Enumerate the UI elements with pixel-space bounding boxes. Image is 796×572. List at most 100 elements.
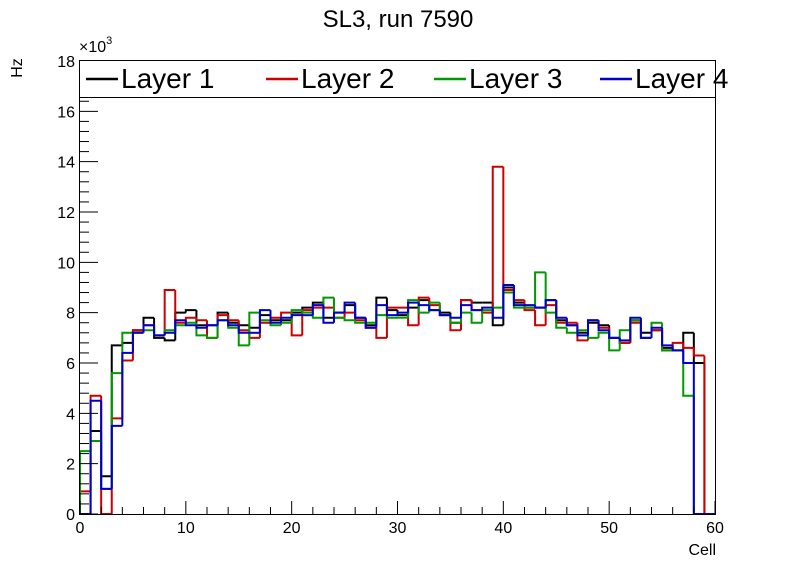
bin-4-21 — [290, 314, 303, 318]
bin-3-18 — [258, 312, 271, 322]
bin-2-41 — [502, 166, 514, 292]
bin-1-10 — [174, 311, 186, 341]
bin-2-10 — [174, 290, 186, 324]
bin-3-20 — [280, 321, 292, 326]
bin-2-2 — [89, 394, 102, 492]
bin-4-30 — [385, 305, 398, 317]
bin-4-20 — [280, 316, 292, 323]
bin-2-55 — [650, 329, 663, 338]
bin-2-3 — [100, 395, 112, 515]
bin-4-33 — [417, 302, 430, 307]
bin-4-59 — [692, 363, 705, 515]
y-axis-multiplier-exponent: 3 — [106, 35, 112, 47]
bin-3-36 — [449, 315, 461, 324]
y-axis-multiplier-base: ×10 — [79, 39, 106, 56]
bin-4-54 — [639, 317, 652, 339]
y-tick-label: 16 — [57, 104, 75, 121]
bin-2-32 — [407, 307, 419, 327]
bin-1-15 — [227, 312, 239, 324]
bin-1-49 — [587, 321, 599, 333]
bin-1-24 — [322, 302, 334, 319]
bin-4-31 — [396, 311, 409, 316]
bin-2-8 — [153, 325, 165, 337]
bin-3-50 — [597, 331, 610, 338]
bin-2-27 — [354, 312, 366, 322]
bin-2-53 — [629, 321, 641, 343]
bin-4-19 — [269, 310, 282, 324]
x-tick-label: 20 — [283, 520, 301, 537]
bin-4-4 — [110, 424, 123, 489]
bin-2-38 — [470, 300, 483, 312]
bin-4-12 — [195, 325, 207, 329]
x-tick-label: 60 — [706, 520, 724, 537]
bin-1-51 — [608, 325, 620, 339]
bin-1-17 — [248, 325, 260, 329]
bin-4-14 — [216, 319, 229, 326]
bin-2-1 — [79, 490, 91, 514]
bin-4-28 — [364, 317, 377, 329]
bin-2-43 — [523, 300, 536, 312]
bin-4-45 — [544, 299, 557, 308]
bin-2-44 — [534, 310, 546, 327]
bin-1-59 — [692, 332, 705, 364]
bin-4-38 — [470, 305, 483, 312]
legend-label-1: Layer 1 — [121, 63, 214, 94]
bin-3-17 — [248, 311, 260, 346]
bin-1-18 — [258, 314, 271, 328]
bin-2-60 — [703, 355, 715, 515]
bin-2-30 — [385, 306, 398, 338]
bin-3-27 — [354, 320, 366, 324]
bin-3-14 — [216, 319, 229, 338]
x-tick-label: 10 — [177, 520, 195, 537]
bin-3-40 — [491, 306, 504, 311]
bin-2-35 — [438, 305, 451, 317]
bin-1-9 — [163, 337, 176, 342]
x-tick-label: 0 — [76, 520, 85, 537]
bin-4-46 — [555, 300, 567, 319]
bin-3-45 — [544, 272, 557, 314]
plot-frame — [79, 60, 716, 515]
bin-4-32 — [407, 301, 419, 313]
bin-4-48 — [576, 325, 588, 337]
bin-2-40 — [491, 165, 504, 313]
bin-4-26 — [343, 301, 356, 313]
bin-2-4 — [110, 417, 123, 514]
bin-4-3 — [100, 400, 112, 490]
bin-1-7 — [142, 316, 155, 331]
y-axis-multiplier: ×103 — [79, 35, 112, 56]
y-axis-label: Hz — [9, 58, 26, 78]
bin-4-6 — [131, 331, 144, 353]
x-tick-label: 30 — [389, 520, 407, 537]
bin-1-11 — [184, 309, 197, 313]
bin-2-57 — [671, 341, 684, 351]
bin-3-47 — [565, 327, 578, 334]
bin-4-7 — [142, 324, 155, 333]
bin-1-45 — [544, 299, 557, 308]
bin-4-18 — [258, 309, 271, 333]
y-tick-label: 0 — [66, 507, 75, 524]
bin-2-13 — [206, 320, 218, 339]
bin-4-50 — [597, 320, 610, 332]
bin-1-33 — [417, 299, 430, 308]
bin-1-37 — [460, 299, 472, 323]
bin-4-47 — [565, 317, 578, 327]
bin-2-33 — [417, 296, 430, 326]
bin-2-12 — [195, 317, 207, 322]
bin-2-6 — [131, 329, 144, 361]
bin-3-26 — [343, 317, 356, 322]
bin-4-56 — [661, 327, 673, 347]
bin-2-9 — [163, 289, 176, 336]
bin-3-2 — [89, 440, 102, 452]
bin-4-40 — [491, 307, 504, 319]
bin-4-15 — [227, 320, 239, 327]
bin-1-60 — [703, 363, 715, 515]
bin-4-51 — [608, 330, 620, 339]
bin-4-39 — [481, 306, 493, 311]
bin-2-48 — [576, 322, 588, 342]
bin-3-4 — [110, 372, 123, 489]
bin-1-27 — [354, 305, 366, 319]
bin-3-34 — [428, 301, 440, 313]
bin-1-35 — [438, 310, 451, 314]
bin-4-16 — [237, 325, 250, 334]
legend-label-4: Layer 4 — [635, 63, 728, 94]
